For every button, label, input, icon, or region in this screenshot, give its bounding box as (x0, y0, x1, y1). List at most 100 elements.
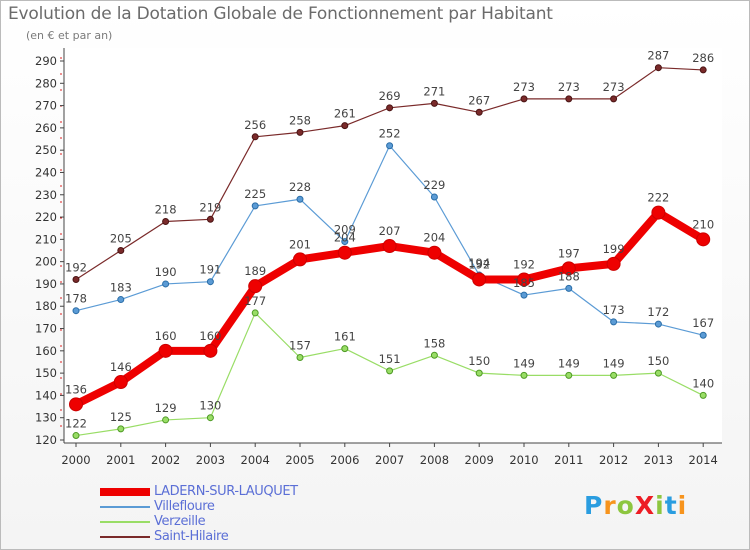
y-tick-label: 260 (35, 121, 57, 135)
data-point-ladern-sur-lauquet (651, 205, 666, 220)
legend-swatch (100, 488, 150, 496)
y-tick-label: 170 (35, 322, 57, 336)
data-label-ladern-sur-lauquet: 160 (155, 329, 177, 343)
data-point-ladern-sur-lauquet (472, 272, 487, 287)
chart-subtitle: (en € et par an) (26, 29, 113, 42)
legend-swatch (100, 536, 150, 538)
data-point-verzeille (430, 351, 438, 359)
legend-label: Saint-Hilaire (154, 529, 229, 544)
legend-label: Villefloure (154, 499, 215, 514)
logo-letter: o (616, 491, 635, 520)
data-point-ladern-sur-lauquet (203, 343, 218, 358)
data-point-saint-hilaire (699, 66, 707, 74)
y-tick-label: 240 (35, 165, 57, 179)
data-label-villefloure: 167 (692, 316, 714, 330)
y-tick-label: 290 (35, 54, 57, 68)
data-label-ladern-sur-lauquet: 207 (379, 224, 401, 238)
data-point-saint-hilaire (610, 95, 618, 103)
logo-letter: i (677, 491, 688, 520)
x-tick-label: 2007 (375, 453, 404, 467)
data-point-verzeille (72, 432, 80, 440)
y-tick-label: 180 (35, 299, 57, 313)
data-point-verzeille (565, 371, 573, 379)
logo-letter: X (634, 491, 656, 520)
data-point-saint-hilaire (520, 95, 528, 103)
data-label-ladern-sur-lauquet: 197 (558, 246, 580, 260)
data-point-villefloure (430, 193, 438, 201)
data-label-saint-hilaire: 256 (244, 118, 266, 132)
data-label-saint-hilaire: 287 (647, 49, 669, 63)
logo-letter: P (584, 491, 604, 520)
data-point-saint-hilaire (251, 133, 259, 141)
data-point-saint-hilaire (296, 128, 304, 136)
y-tick-label: 190 (35, 277, 57, 291)
data-label-villefloure: 190 (155, 265, 177, 279)
data-point-ladern-sur-lauquet (337, 245, 352, 260)
x-tick-label: 2014 (689, 453, 718, 467)
data-point-villefloure (341, 238, 349, 246)
legend-swatch (100, 506, 150, 508)
data-label-villefloure: 209 (334, 223, 356, 237)
data-label-verzeille: 157 (289, 339, 311, 353)
y-tick-label: 270 (35, 99, 57, 113)
x-tick-label: 2000 (61, 453, 90, 467)
data-point-villefloure (162, 280, 170, 288)
data-point-saint-hilaire (654, 64, 662, 72)
data-label-saint-hilaire: 286 (692, 51, 714, 65)
x-tick-label: 2010 (509, 453, 538, 467)
data-label-saint-hilaire: 218 (155, 203, 177, 217)
logo-letter: t (664, 491, 678, 520)
data-point-ladern-sur-lauquet (69, 397, 83, 412)
data-label-verzeille: 129 (155, 401, 177, 415)
data-label-saint-hilaire: 269 (379, 89, 401, 103)
data-label-saint-hilaire: 273 (513, 80, 535, 94)
y-tick-label: 250 (35, 143, 57, 157)
data-label-saint-hilaire: 205 (110, 232, 132, 246)
data-label-villefloure: 183 (110, 281, 132, 295)
data-point-villefloure (386, 142, 394, 150)
data-point-verzeille (341, 345, 349, 353)
data-label-verzeille: 149 (513, 356, 535, 370)
x-tick-label: 2012 (599, 453, 628, 467)
data-label-saint-hilaire: 261 (334, 107, 356, 121)
data-label-verzeille: 125 (110, 410, 132, 424)
data-label-ladern-sur-lauquet: 199 (603, 242, 625, 256)
data-point-ladern-sur-lauquet (606, 256, 621, 271)
data-label-verzeille: 161 (334, 330, 356, 344)
data-point-villefloure (610, 318, 618, 326)
data-point-saint-hilaire (386, 104, 394, 112)
x-tick-label: 2004 (241, 453, 270, 467)
data-label-villefloure: 194 (468, 256, 490, 270)
legend-label: Verzeille (154, 514, 206, 529)
data-point-verzeille (251, 309, 259, 317)
data-point-ladern-sur-lauquet (427, 245, 442, 260)
y-tick-label: 160 (35, 344, 57, 358)
data-point-ladern-sur-lauquet (382, 239, 397, 254)
data-point-verzeille (699, 391, 707, 399)
y-tick-label: 140 (35, 388, 57, 402)
data-label-verzeille: 130 (199, 399, 221, 413)
data-label-verzeille: 150 (468, 354, 490, 368)
data-label-saint-hilaire: 267 (468, 93, 490, 107)
x-tick-label: 2001 (106, 453, 135, 467)
data-point-verzeille (610, 371, 618, 379)
logo-letter: i (655, 491, 665, 520)
y-tick-label: 200 (35, 255, 57, 269)
data-label-ladern-sur-lauquet: 192 (468, 257, 490, 271)
data-label-ladern-sur-lauquet: 222 (647, 191, 669, 205)
data-label-verzeille: 177 (244, 294, 266, 308)
legend-swatch (100, 521, 150, 523)
x-tick-label: 2006 (330, 453, 359, 467)
data-label-saint-hilaire: 273 (603, 80, 625, 94)
data-label-verzeille: 149 (558, 356, 580, 370)
data-labels-layer: 136 146 160 160 189 201 204 207 204 192 192 197 199 2… (65, 49, 714, 431)
data-point-saint-hilaire (72, 275, 80, 283)
x-tick-label: 2008 (420, 453, 449, 467)
data-label-verzeille: 149 (603, 356, 625, 370)
y-tick-label: 210 (35, 232, 57, 246)
data-point-villefloure (72, 307, 80, 315)
data-point-ladern-sur-lauquet (561, 261, 576, 276)
data-point-verzeille (654, 369, 662, 377)
chart-title: Evolution de la Dotation Globale de Fonc… (8, 4, 553, 24)
